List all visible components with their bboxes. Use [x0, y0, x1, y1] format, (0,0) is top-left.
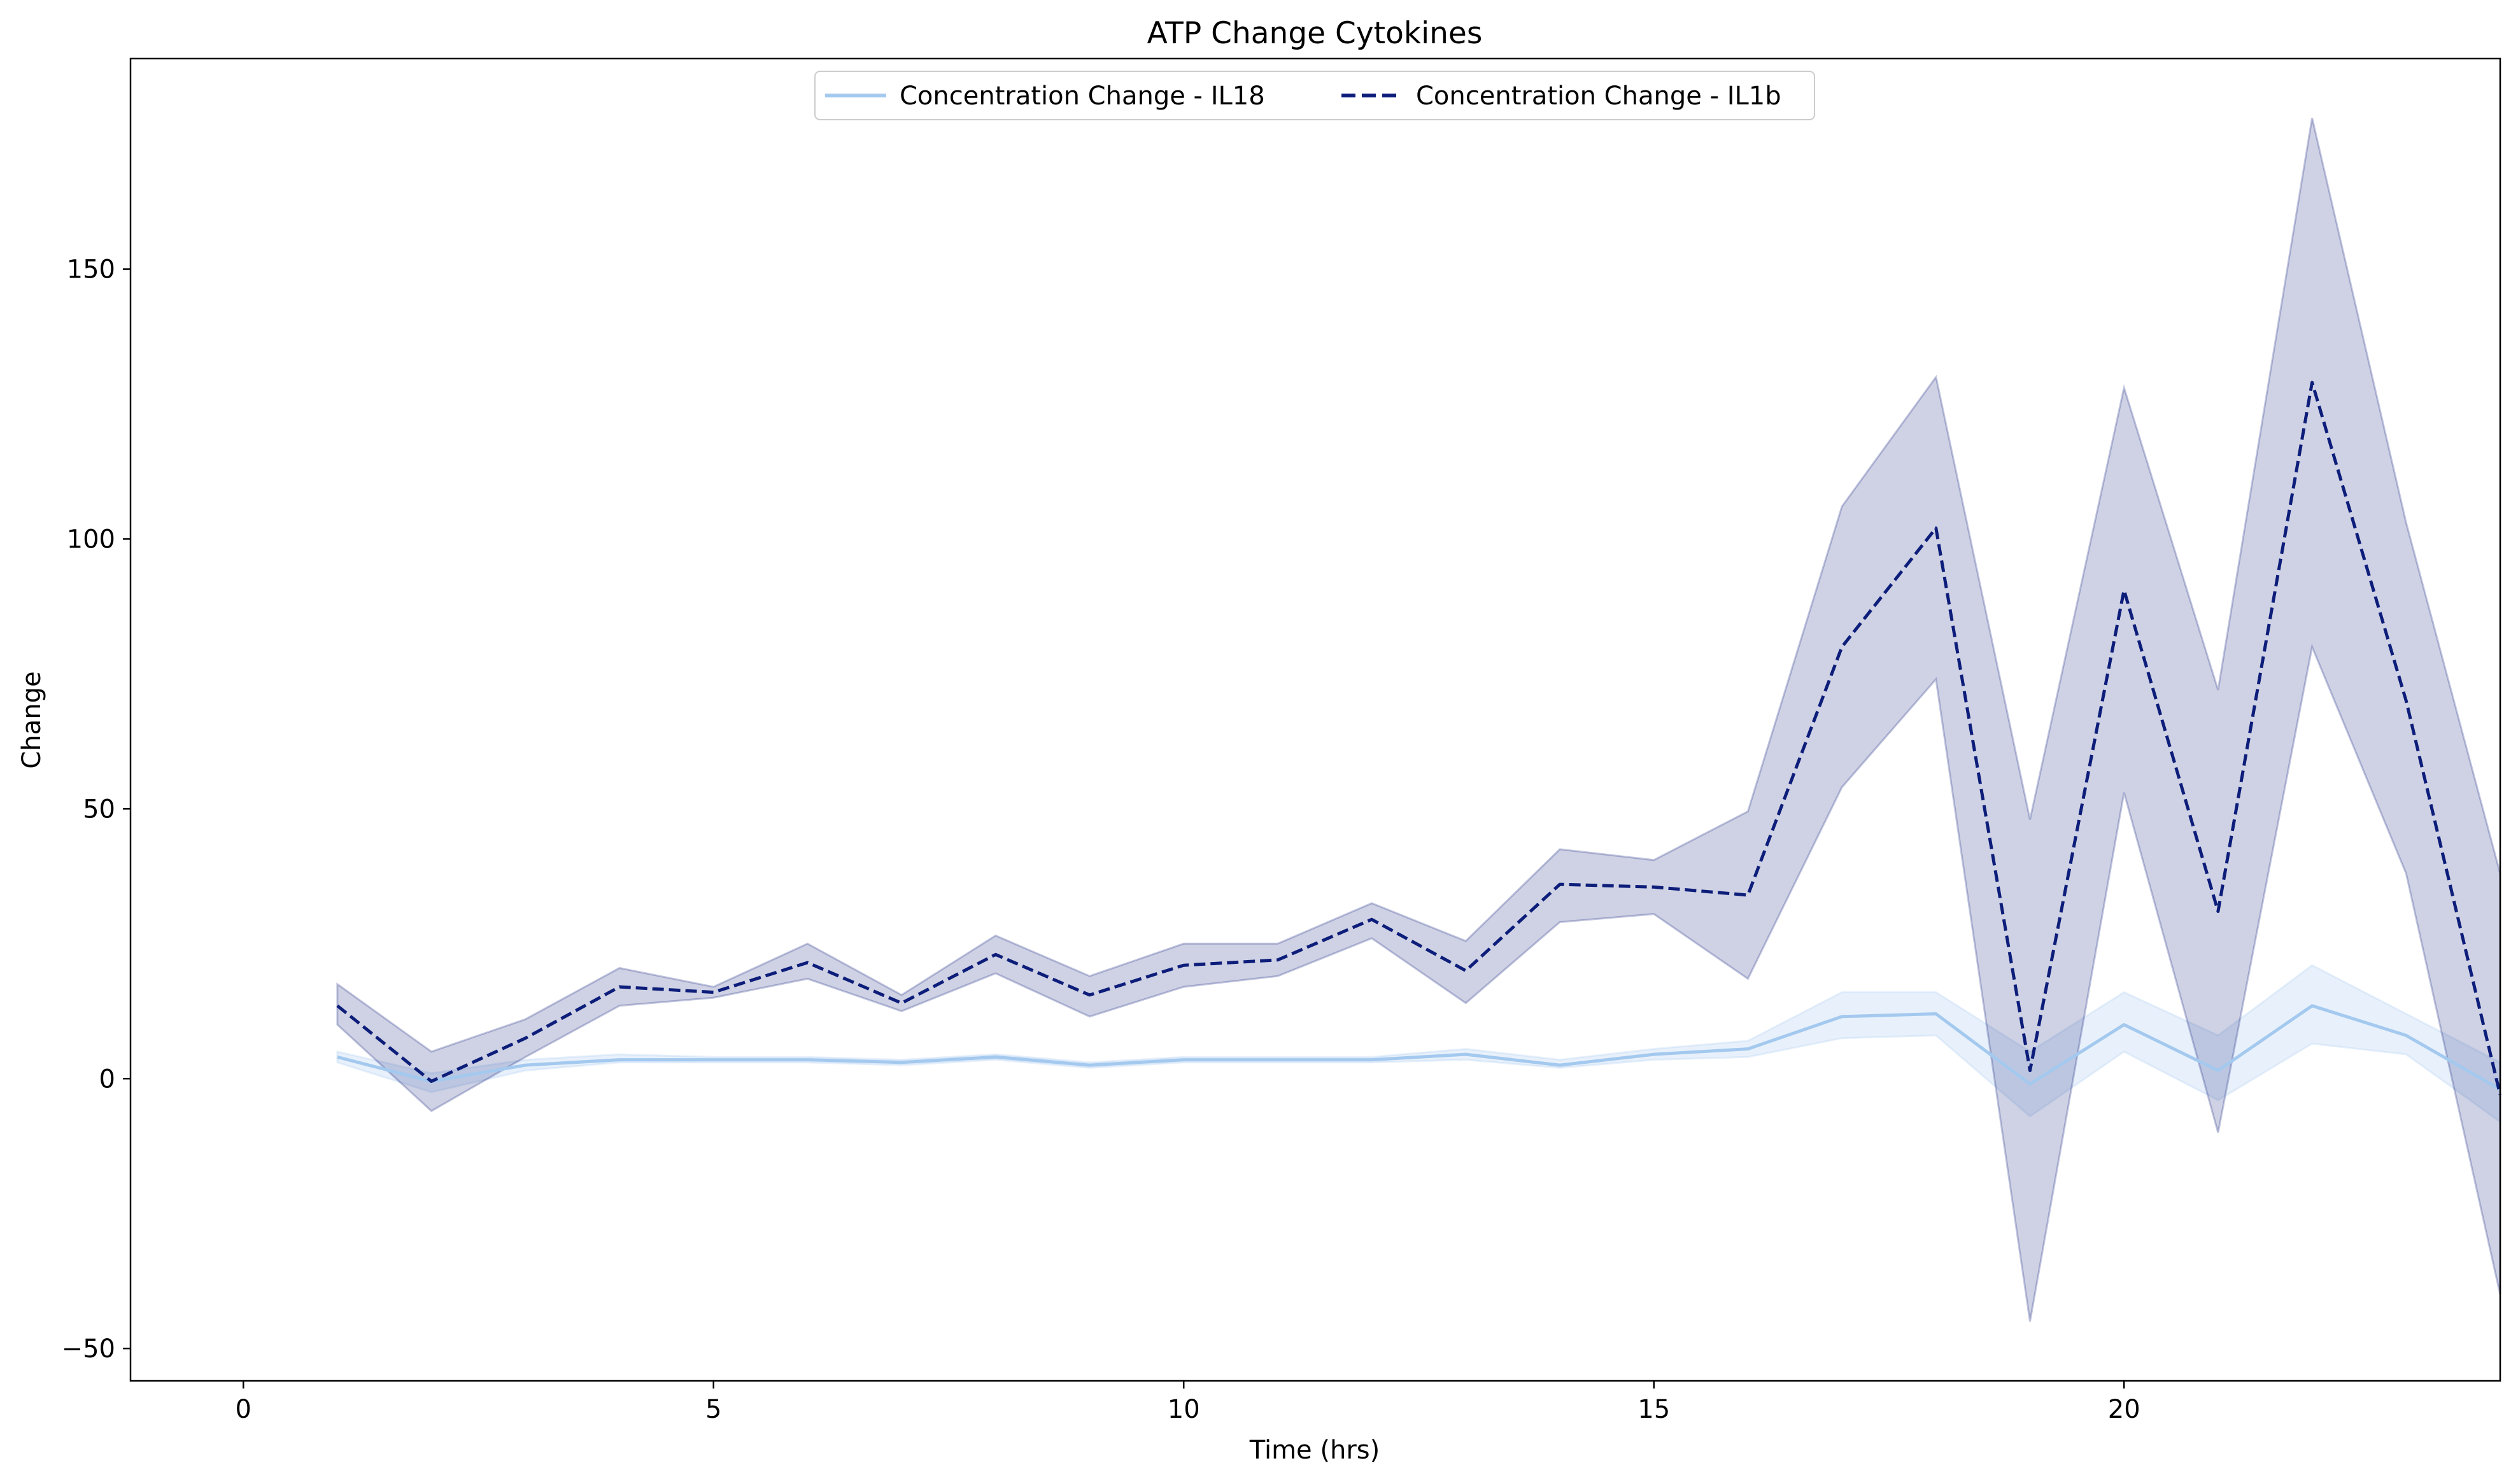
x-tick-label: 5: [705, 1395, 721, 1424]
y-tick-label: 150: [67, 255, 115, 285]
x-tick-label: 20: [2108, 1395, 2140, 1424]
y-axis: −50 0 50 100 150: [62, 255, 131, 1364]
legend-box: [814, 71, 1815, 120]
confidence-band-il1b: [336, 117, 2501, 1322]
chart-title: ATP Change Cytokines: [1147, 16, 1483, 51]
plot-area-frame: [129, 57, 2501, 1382]
x-tick-label: 10: [1168, 1395, 1200, 1424]
y-tick-label: −50: [62, 1334, 115, 1364]
series-line-il1b: [336, 381, 2502, 1096]
x-axis: 0 5 10 15 20: [236, 1381, 2140, 1424]
legend-label-il18: Concentration Change - IL18: [900, 81, 1265, 111]
y-axis-title: Change: [17, 671, 46, 768]
legend-label-il1b: Concentration Change - IL1b: [1416, 81, 1781, 111]
x-tick-label: 15: [1637, 1395, 1670, 1424]
legend: Concentration Change - IL18 Concentratio…: [814, 71, 1815, 120]
y-tick-label: 0: [99, 1064, 115, 1094]
y-tick-label: 100: [67, 525, 115, 555]
series-lines: [336, 381, 2502, 1096]
x-axis-title: Time (hrs): [1249, 1436, 1380, 1465]
y-tick-label: 50: [83, 795, 115, 824]
confidence-bands: [336, 117, 2501, 1322]
series-line-il18: [337, 1004, 2501, 1091]
x-tick-label: 0: [236, 1395, 251, 1424]
